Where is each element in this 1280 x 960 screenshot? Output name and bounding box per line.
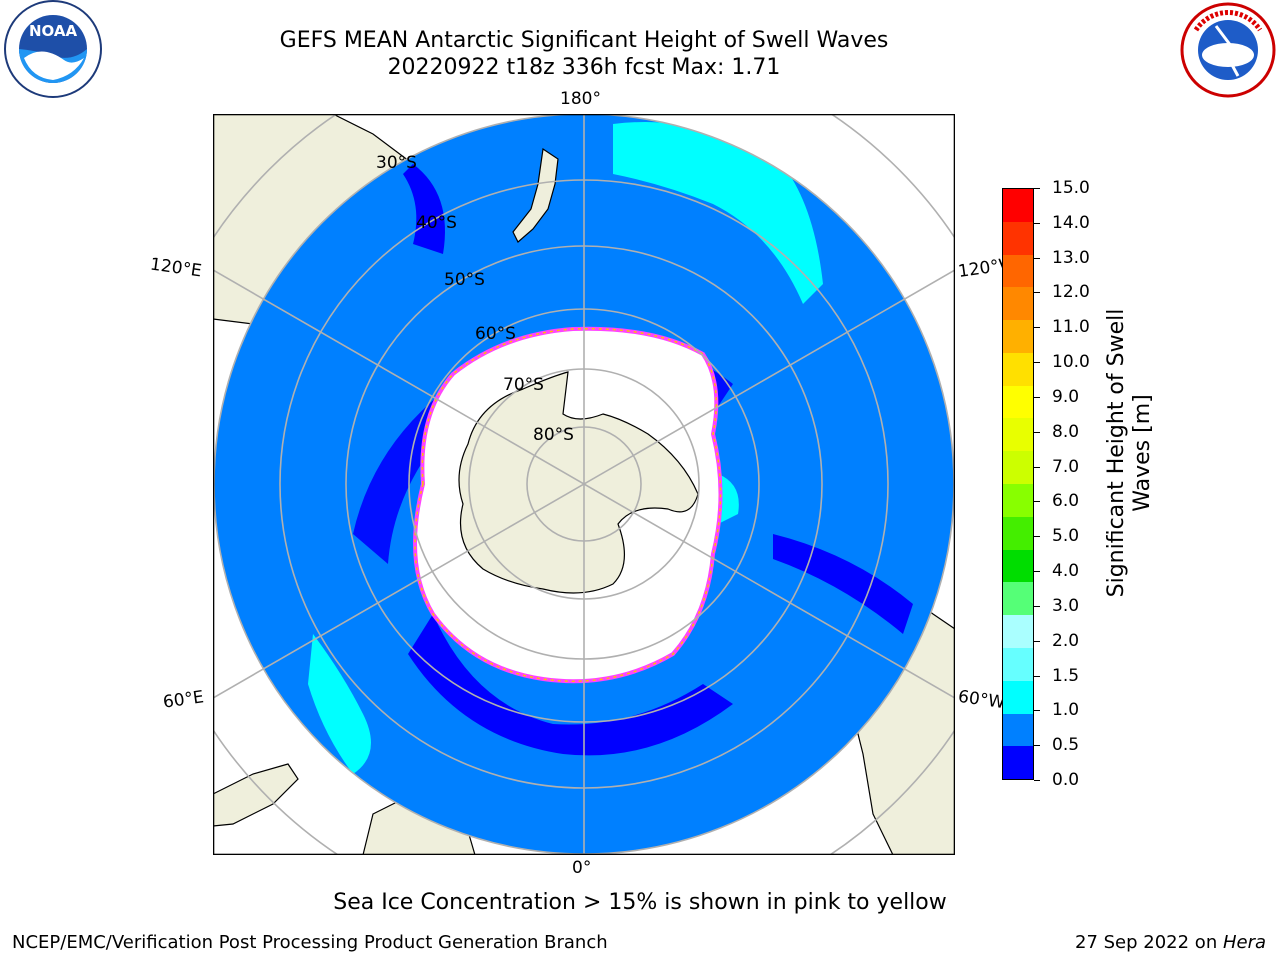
new-zealand-landmass (512, 147, 559, 243)
colorbar-tick-mark (1034, 501, 1040, 503)
lon-label-0: 0° (572, 858, 592, 878)
colorbar-tick-label: 5.0 (1052, 526, 1080, 547)
colorbar-segment (1003, 680, 1033, 714)
colorbar-tick-label: 11.0 (1052, 317, 1090, 338)
low-swell-region (408, 614, 733, 756)
polar-map (212, 113, 956, 856)
sea-ice-annotation: Sea Ice Concentration > 15% is shown in … (333, 890, 947, 915)
lat-label-40s: 40°S (416, 213, 457, 233)
colorbar-segment (1003, 254, 1033, 288)
colorbar-tick-label: 9.0 (1052, 386, 1080, 407)
ice-edge (414, 327, 722, 682)
colorbar-segment (1003, 746, 1033, 780)
moderate-swell-region (718, 474, 739, 524)
colorbar-segment (1003, 287, 1033, 321)
colorbar-tick-label: 13.0 (1052, 247, 1090, 268)
colorbar-tick-label: 7.0 (1052, 456, 1080, 477)
colorbar-tick-mark (1034, 710, 1040, 712)
colorbar-tick-mark (1034, 466, 1040, 468)
colorbar-tick-label: 15.0 (1052, 178, 1090, 198)
colorbar-tick-label: 6.0 (1052, 491, 1080, 512)
colorbar-tick-mark (1034, 571, 1040, 573)
colorbar-segment (1003, 615, 1033, 648)
colorbar-tick-mark (1034, 188, 1040, 189)
lat-label-50s: 50°S (444, 270, 485, 290)
antarctica-landmass (458, 371, 699, 594)
polar-map-canvas (212, 113, 956, 856)
colorbar-tick-label: 14.0 (1052, 212, 1090, 233)
lon-label-60w: 60°W (956, 686, 1007, 714)
colorbar-segment (1003, 418, 1033, 452)
colorbar-ticks: 15.0 14.0 13.0 12.0 11.0 10.0 9.0 8.0 7.0 6.0 5.0 4… (1034, 178, 1112, 790)
colorbar-tick-mark (1034, 431, 1040, 433)
colorbar-tick-mark (1034, 780, 1040, 781)
colorbar-tick-mark (1034, 605, 1040, 607)
lat-label-30s: 30°S (376, 153, 417, 173)
colorbar-tick-label: 10.0 (1052, 352, 1090, 373)
footer-date: 27 Sep 2022 on (1075, 932, 1223, 953)
colorbar-tick-label: 1.5 (1052, 665, 1080, 686)
noaa-logo-text: NOAA (29, 22, 78, 40)
colorbar-segment (1003, 385, 1033, 419)
colorbar-tick-label: 0.0 (1052, 770, 1080, 790)
colorbar-segment (1003, 484, 1033, 517)
colorbar-tick-label: 0.5 (1052, 735, 1080, 756)
colorbar-tick-mark (1034, 362, 1040, 364)
lon-label-120e: 120°E (148, 254, 203, 282)
colorbar-tick-label: 4.0 (1052, 561, 1080, 582)
colorbar-tick-label: 1.0 (1052, 700, 1080, 721)
colorbar-tick-mark (1034, 292, 1040, 294)
low-swell-region (773, 534, 913, 634)
colorbar (1002, 188, 1034, 780)
colorbar-tick-mark (1034, 675, 1040, 677)
colorbar-segment (1003, 352, 1033, 386)
colorbar-segment (1003, 549, 1033, 583)
colorbar-tick-label: 2.0 (1052, 630, 1080, 651)
colorbar-segment (1003, 713, 1033, 747)
colorbar-label: Significant Height of Swell Waves [m] (1104, 308, 1155, 598)
meridian-60e-120w (213, 269, 955, 699)
noaa-logo: NOAA (2, 0, 104, 102)
colorbar-segment (1003, 221, 1033, 255)
colorbar-tick-mark (1034, 745, 1040, 747)
colorbar-segment (1003, 451, 1033, 485)
footer-host: Hera (1222, 932, 1266, 953)
map-subtitle: 20220922 t18z 336h fcst Max: 1.71 (387, 55, 781, 80)
lon-label-180: 180° (560, 89, 601, 109)
colorbar-segment (1003, 516, 1033, 550)
colorbar-segment (1003, 320, 1033, 353)
colorbar-tick-mark (1034, 327, 1040, 329)
lon-label-60e: 60°E (161, 687, 206, 713)
colorbar-segment (1003, 647, 1033, 681)
lat-label-60s: 60°S (475, 324, 516, 344)
colorbar-segment (1003, 189, 1033, 222)
colorbar-tick-mark (1034, 257, 1040, 259)
footer-left: NCEP/EMC/Verification Post Processing Pr… (12, 932, 608, 953)
colorbar-tick-mark (1034, 396, 1040, 398)
lat-label-70s: 70°S (503, 375, 544, 395)
colorbar-tick-mark (1034, 536, 1040, 538)
footer-right: 27 Sep 2022 on Hera (1075, 932, 1266, 953)
moderate-swell-region (613, 122, 823, 304)
colorbar-segment (1003, 582, 1033, 616)
nws-logo (1176, 0, 1280, 100)
colorbar-tick-label: 12.0 (1052, 282, 1090, 303)
colorbar-tick-label: 8.0 (1052, 421, 1080, 442)
map-title: GEFS MEAN Antarctic Significant Height o… (279, 28, 889, 53)
low-swell-region (403, 164, 445, 254)
lat-label-80s: 80°S (533, 425, 574, 445)
moderate-swell-region (308, 634, 371, 774)
colorbar-tick-mark (1034, 222, 1040, 224)
map-frame (212, 113, 956, 856)
madagascar-landmass (213, 763, 299, 827)
colorbar-tick-label: 3.0 (1052, 595, 1080, 616)
colorbar-tick-mark (1034, 640, 1040, 642)
